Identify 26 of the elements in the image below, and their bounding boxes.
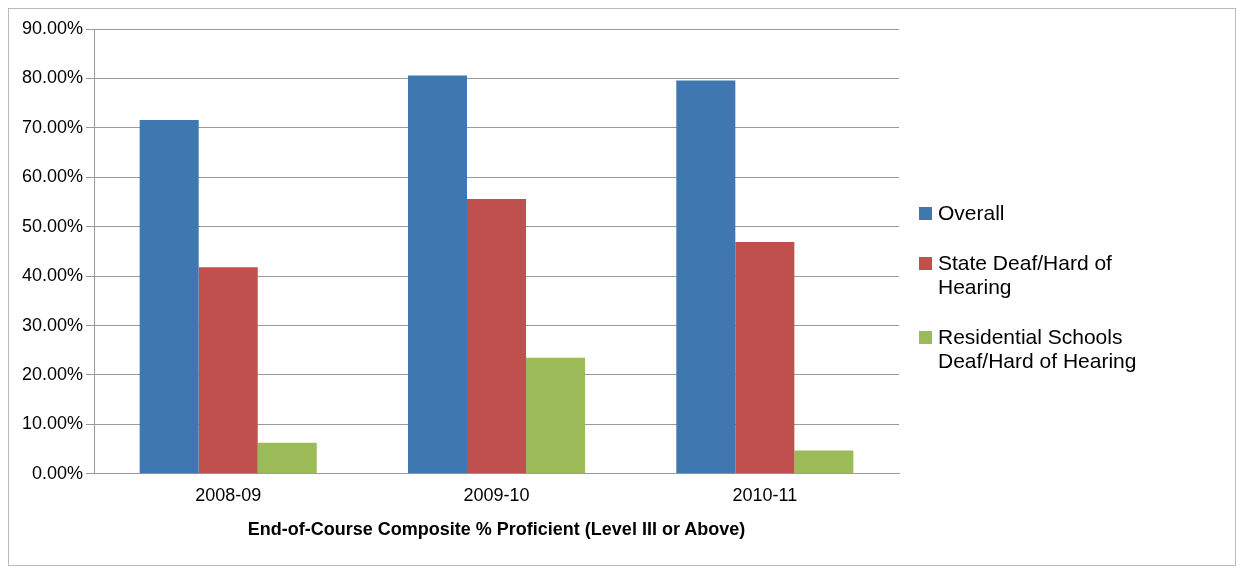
bar — [794, 450, 854, 474]
bar — [139, 119, 199, 474]
bar — [198, 267, 258, 474]
bar — [467, 199, 527, 474]
y-tick-label: 10.00% — [21, 413, 84, 434]
bar — [407, 75, 468, 474]
y-tick-label: 50.00% — [21, 215, 84, 236]
x-tick-label: 2009-10 — [463, 484, 530, 505]
legend-label: Residential Schools Deaf/Hard of Hearing — [938, 325, 1138, 373]
x-tick-label: 2010-11 — [732, 484, 798, 505]
legend-label: Overall — [938, 201, 1006, 225]
bar — [257, 442, 317, 474]
y-tick-label: 0.00% — [32, 462, 84, 483]
y-tick-label: 90.00% — [21, 17, 84, 38]
x-axis-title: End-of-Course Composite % Proficient (Level III or Above) — [247, 519, 746, 540]
bar — [735, 242, 795, 474]
x-tick-label: 2008-09 — [195, 484, 262, 505]
y-tick-label: 60.00% — [21, 166, 84, 187]
y-tick-label: 30.00% — [21, 314, 84, 335]
y-tick-label: 20.00% — [21, 363, 84, 384]
y-tick-label: 40.00% — [21, 265, 84, 286]
legend-label: State Deaf/Hard of Hearing — [938, 251, 1113, 299]
bar — [526, 357, 586, 474]
y-tick-label: 80.00% — [21, 67, 84, 88]
y-tick-label: 70.00% — [21, 116, 84, 137]
bar — [676, 80, 736, 474]
